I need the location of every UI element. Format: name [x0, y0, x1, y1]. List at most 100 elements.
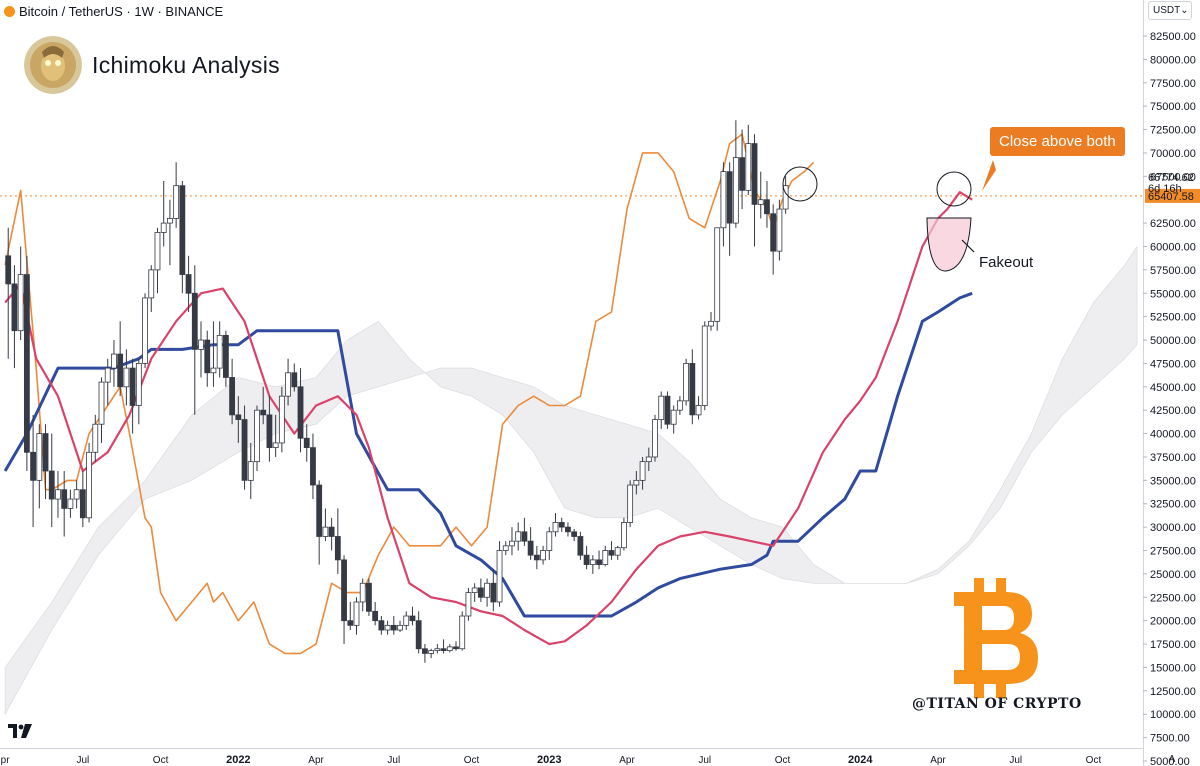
candle: [428, 648, 435, 659]
candle: [135, 358, 142, 425]
candle: [683, 358, 690, 406]
candle-body: [372, 610, 379, 622]
candle: [577, 531, 584, 560]
candle: [254, 405, 260, 471]
candle: [484, 578, 490, 607]
candle-body: [533, 554, 540, 561]
candle-body: [167, 218, 173, 224]
candle-body: [191, 292, 198, 350]
candle: [222, 330, 229, 387]
currency-selector[interactable]: USDT ⌄: [1148, 1, 1192, 20]
candle: [310, 433, 316, 500]
chikou-circle-marker: [782, 166, 818, 202]
candle: [670, 405, 677, 434]
candle-body: [757, 199, 764, 205]
close-above-both-callout: Close above both: [990, 127, 1125, 156]
candle-body: [459, 615, 466, 650]
analysis-title-block: Ichimoku Analysis: [24, 36, 280, 94]
bitcoin-logo-icon: [954, 578, 1038, 698]
time-tick-label: pr: [1, 755, 11, 766]
candle-body: [117, 353, 124, 388]
candle: [583, 545, 590, 570]
fakeout-label: Fakeout: [979, 254, 1034, 271]
candle-body: [670, 409, 677, 425]
candle-body: [285, 372, 291, 397]
candle: [390, 616, 397, 635]
kijun-sen-line: [3, 291, 973, 618]
candle-body: [558, 522, 565, 528]
candle-body: [341, 559, 347, 622]
candle: [148, 265, 155, 312]
candle: [23, 255, 30, 471]
price-tick-label: 5000.00: [1150, 756, 1190, 766]
time-tick-label: Oct: [775, 755, 791, 766]
price-tick-label: 12500.00: [1150, 686, 1196, 698]
candle: [291, 363, 298, 392]
candle-body: [565, 526, 571, 533]
candle: [726, 162, 733, 256]
candle-body: [776, 208, 783, 252]
candle: [378, 616, 385, 635]
bitcoin-coin-icon: [4, 5, 15, 17]
candle-body: [366, 582, 372, 612]
candle: [701, 321, 708, 411]
candle: [73, 480, 80, 509]
tenkan-sen-line: [4, 191, 973, 646]
candle: [341, 555, 347, 645]
candle: [409, 606, 416, 626]
chevron-down-icon: ⌄: [1180, 5, 1189, 16]
price-tick-label: 17500.00: [1150, 639, 1196, 651]
candle-body: [98, 381, 105, 425]
candle: [278, 386, 285, 453]
candle: [695, 396, 702, 420]
candle: [764, 181, 770, 228]
candle: [198, 321, 204, 378]
candle: [397, 620, 403, 632]
candle: [61, 471, 68, 537]
candle-body: [23, 274, 30, 453]
candle-body: [210, 367, 217, 374]
candle-body: [204, 339, 211, 374]
callout-pointer: [982, 160, 996, 191]
candle: [434, 644, 441, 654]
candle-body: [732, 157, 739, 224]
candle: [658, 391, 665, 429]
candle-body: [216, 334, 223, 369]
candle: [123, 349, 130, 406]
candle: [229, 358, 236, 425]
candle-body: [55, 489, 61, 500]
tradingview-logo-icon[interactable]: [8, 724, 32, 738]
candle: [191, 265, 198, 415]
candle-body: [185, 274, 192, 294]
symbol-label[interactable]: Bitcoin / TetherUS · 1W · BINANCE: [19, 3, 224, 19]
candle: [79, 471, 86, 528]
avatar: [24, 36, 82, 94]
candle: [602, 545, 609, 567]
candle-body: [303, 437, 310, 449]
candle-body: [154, 232, 161, 271]
avatar-icon: [24, 36, 82, 94]
candle-body: [509, 540, 515, 547]
price-tick-label: 15000.00: [1150, 662, 1196, 674]
candle-body: [770, 213, 777, 252]
watermark-text: @TITAN OF CRYPTO: [912, 696, 1082, 712]
candle-body: [378, 620, 385, 631]
price-tick-label: 22500.00: [1150, 592, 1196, 604]
price-tick-label: 50000.00: [1150, 335, 1196, 347]
price-tick-label: 67500.00: [1150, 171, 1196, 183]
candle-body: [384, 624, 391, 631]
candle: [260, 386, 267, 425]
candle-body: [92, 423, 99, 453]
time-tick-label: Apr: [308, 755, 324, 766]
candle: [490, 569, 497, 612]
candle: [366, 578, 372, 616]
candle: [446, 644, 453, 653]
chikou-span-line: [4, 133, 815, 655]
candle-body: [428, 650, 435, 654]
candle-body: [415, 620, 422, 650]
candle-body: [123, 367, 130, 388]
candle-body: [334, 536, 341, 561]
price-tick-label: 75000.00: [1150, 101, 1196, 113]
symbol-header: Bitcoin / TetherUS · 1W · BINANCE: [4, 2, 223, 20]
